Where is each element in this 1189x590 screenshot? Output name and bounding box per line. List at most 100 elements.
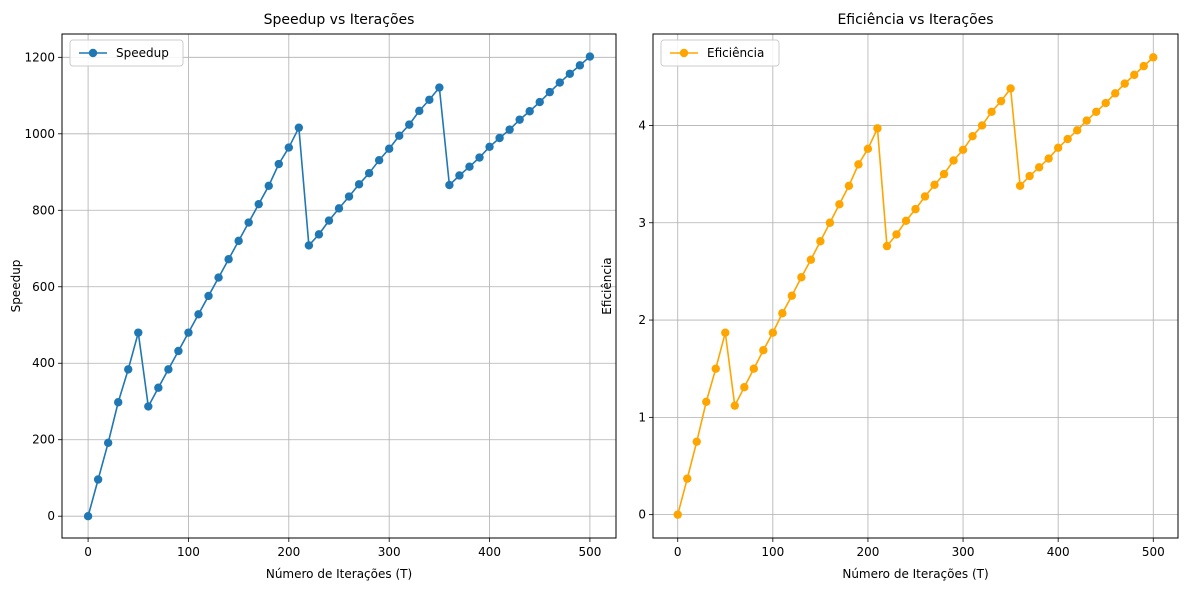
data-point (1111, 89, 1120, 98)
data-point (93, 475, 103, 484)
data-point (154, 383, 163, 392)
data-point (873, 124, 882, 133)
data-point (555, 78, 564, 87)
data-point (673, 510, 682, 519)
y-tick-label: 1 (638, 410, 646, 424)
x-tick-label: 100 (177, 545, 200, 559)
data-point (844, 181, 854, 190)
chart-title: Speedup vs Iterações (264, 12, 415, 28)
data-point (968, 131, 977, 141)
data-point (354, 180, 364, 189)
data-point (144, 402, 153, 411)
data-point (996, 96, 1006, 106)
data-point (683, 474, 692, 483)
data-point (114, 398, 123, 407)
x-tick-label: 100 (761, 545, 784, 559)
data-point (787, 291, 797, 300)
data-point (759, 346, 768, 355)
data-point (405, 120, 414, 129)
data-point (435, 83, 444, 92)
data-point (692, 437, 701, 446)
legend-label: Speedup (116, 46, 169, 60)
data-point (535, 97, 544, 107)
data-point (314, 230, 324, 239)
x-tick-label: 500 (1142, 545, 1165, 559)
legend: Eficiência (660, 39, 780, 67)
data-point (702, 397, 711, 406)
data-point (164, 365, 173, 374)
data-point (1072, 126, 1082, 135)
data-point (174, 346, 183, 356)
legend-marker-swatch (88, 48, 98, 58)
y-tick-label: 3 (638, 216, 646, 230)
data-point (1025, 171, 1034, 181)
data-point (721, 328, 730, 337)
data-point (911, 204, 920, 214)
data-point (768, 328, 778, 337)
data-point (778, 309, 787, 318)
data-point (892, 230, 901, 239)
data-point (1130, 70, 1139, 80)
data-point (324, 216, 334, 225)
data-point (958, 145, 968, 154)
data-point (445, 180, 454, 190)
axes-frame (61, 33, 617, 539)
data-point (334, 204, 344, 213)
data-point (425, 95, 434, 104)
data-point (284, 143, 294, 152)
data-point (304, 241, 314, 250)
data-point (565, 69, 575, 78)
data-point (384, 144, 394, 153)
data-point (1063, 134, 1072, 144)
data-point (835, 200, 844, 209)
data-point (395, 131, 404, 140)
data-point (740, 382, 749, 392)
data-point (244, 218, 253, 227)
data-point (505, 125, 514, 134)
legend-box (660, 39, 780, 67)
y-tick-label: 0 (638, 508, 646, 522)
data-point (1120, 79, 1129, 88)
data-point (1006, 84, 1015, 93)
y-tick-label: 0 (47, 509, 55, 523)
data-point (364, 168, 374, 178)
data-point (863, 144, 873, 154)
data-point (882, 241, 892, 251)
data-point (224, 255, 233, 264)
data-point (83, 512, 93, 521)
axes-frame (652, 33, 1179, 539)
y-tick-label: 1000 (24, 127, 55, 141)
data-point (1044, 154, 1053, 163)
data-point (825, 218, 835, 227)
data-point (1101, 98, 1110, 108)
y-tick-label: 4 (638, 118, 646, 132)
y-tick-label: 2 (638, 313, 646, 327)
data-point (264, 181, 273, 191)
data-point (234, 236, 243, 246)
legend-label: Eficiência (707, 46, 764, 60)
data-point (465, 162, 474, 171)
data-point (124, 365, 133, 374)
data-point (374, 155, 384, 165)
data-point (254, 199, 263, 209)
data-point (930, 180, 939, 190)
efficiency-chart: 0 100 200 300 400 500 0 1 2 3 4 Eficiência vs Itera… (600, 12, 1179, 581)
x-axis-label: Número de Iterações (T) (842, 567, 988, 581)
data-point (134, 328, 143, 337)
data-point (711, 364, 720, 373)
data-point (1015, 181, 1025, 190)
y-axis-label: Eficiência (600, 257, 614, 314)
y-tick-label: 1200 (24, 50, 55, 64)
y-tick-label: 600 (32, 280, 55, 294)
data-point (194, 310, 203, 319)
data-point (920, 192, 930, 201)
data-point (1092, 107, 1101, 117)
data-point (585, 52, 595, 61)
data-point (344, 192, 354, 201)
data-point (274, 159, 283, 169)
data-point (415, 106, 424, 116)
data-point (204, 291, 213, 301)
y-axis-label: Speedup (9, 260, 23, 313)
